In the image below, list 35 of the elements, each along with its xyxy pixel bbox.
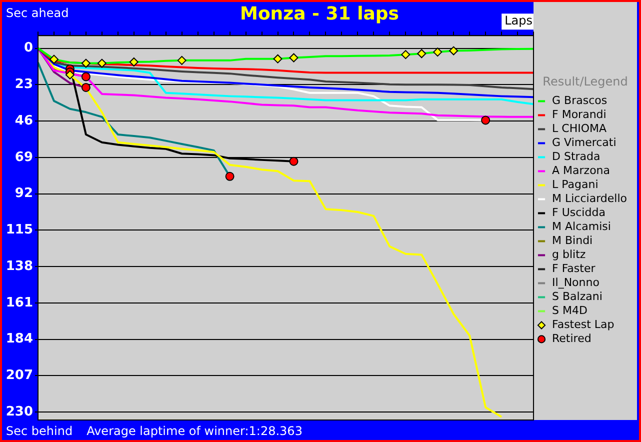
legend-label: M Alcamisi bbox=[552, 220, 611, 234]
y-tick-label: 115 bbox=[6, 222, 33, 238]
y-tick-label: 0 bbox=[24, 40, 33, 56]
chart-title: Monza - 31 laps bbox=[240, 3, 399, 24]
legend-label: g blitz bbox=[552, 248, 586, 262]
y-tick-label: 46 bbox=[14, 113, 33, 128]
legend-label: L CHIOMA bbox=[552, 122, 607, 136]
legend-label: Retired bbox=[552, 332, 592, 346]
x-axis-title: Laps bbox=[504, 14, 533, 28]
y-tick-label: 230 bbox=[6, 404, 33, 420]
legend-label: M Bindi bbox=[552, 234, 593, 248]
legend-label: F Uscidda bbox=[552, 206, 606, 220]
legend-label: D Strada bbox=[552, 150, 600, 164]
text: Sec behind bbox=[6, 424, 73, 438]
legend-label: F Morandi bbox=[552, 108, 606, 122]
legend-label: G Vimercati bbox=[552, 136, 616, 150]
y-tick-label: 184 bbox=[6, 332, 33, 347]
legend-label: L Pagani bbox=[552, 178, 598, 192]
legend-label: S Balzani bbox=[552, 290, 602, 304]
y-tick-label: 138 bbox=[6, 258, 33, 274]
y-tick-label: 23 bbox=[14, 77, 33, 92]
y-axis-title: Sec ahead bbox=[6, 6, 69, 20]
legend-label: A Marzona bbox=[552, 164, 610, 178]
legend-label: F Faster bbox=[552, 262, 596, 276]
y-tick-label: 207 bbox=[6, 368, 33, 384]
y-tick-label: 92 bbox=[14, 186, 33, 202]
legend-label: G Brascos bbox=[552, 94, 608, 108]
y-tick-label: 161 bbox=[6, 295, 33, 310]
legend-label: Fastest Lap bbox=[552, 318, 614, 332]
legend-title: Result/Legend bbox=[542, 74, 628, 88]
legend-label: M Licciardello bbox=[552, 192, 628, 206]
legend-label: Il_Nonno bbox=[552, 276, 600, 290]
text: Average laptime of winner:1:28.363 bbox=[86, 424, 302, 438]
legend-label: S M4D bbox=[552, 304, 588, 318]
y-tick-label: 69 bbox=[14, 150, 33, 165]
